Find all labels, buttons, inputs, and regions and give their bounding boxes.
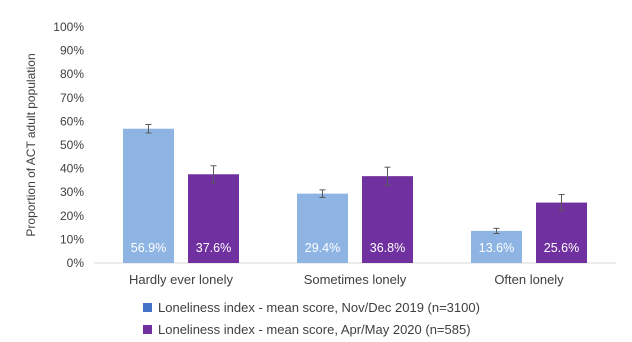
data-label: 13.6% <box>479 241 514 255</box>
y-tick-label: 50% <box>60 138 84 152</box>
bar-series-1 <box>471 230 522 263</box>
data-label: 25.6% <box>544 241 579 255</box>
bar-series-2 <box>362 176 413 263</box>
data-label: 37.6% <box>196 241 231 255</box>
y-axis-title: Proportion of ACT adult population <box>24 53 38 236</box>
y-tick-label: 30% <box>60 185 84 199</box>
y-tick-label: 20% <box>60 209 84 223</box>
y-tick-label: 60% <box>60 114 84 128</box>
bar-series-1 <box>123 128 174 263</box>
bar-series-2 <box>536 202 587 263</box>
legend-item-series-1: Loneliness index - mean score, Nov/Dec 2… <box>143 296 480 318</box>
legend-label-series-1: Loneliness index - mean score, Nov/Dec 2… <box>158 299 480 315</box>
y-tick-label: 0% <box>67 256 85 270</box>
x-category-label: Often lonely <box>494 272 564 287</box>
x-category-label: Sometimes lonely <box>304 272 407 287</box>
bar-series-1 <box>297 193 348 263</box>
legend-swatch-series-1 <box>143 302 152 312</box>
legend-label-series-2: Loneliness index - mean score, Apr/May 2… <box>158 321 471 337</box>
data-label: 56.9% <box>131 241 166 255</box>
y-tick-label: 90% <box>60 44 84 58</box>
data-label: 29.4% <box>305 241 340 255</box>
legend-swatch-series-2 <box>143 324 152 334</box>
legend: Loneliness index - mean score, Nov/Dec 2… <box>143 296 480 340</box>
y-tick-label: 40% <box>60 162 84 176</box>
data-label: 36.8% <box>370 241 405 255</box>
y-tick-label: 80% <box>60 67 84 81</box>
bar-series-2 <box>188 174 239 263</box>
legend-item-series-2: Loneliness index - mean score, Apr/May 2… <box>143 318 480 340</box>
x-category-label: Hardly ever lonely <box>129 272 234 287</box>
y-tick-label: 10% <box>60 232 84 246</box>
y-tick-label: 100% <box>53 20 84 34</box>
y-tick-label: 70% <box>60 91 84 105</box>
